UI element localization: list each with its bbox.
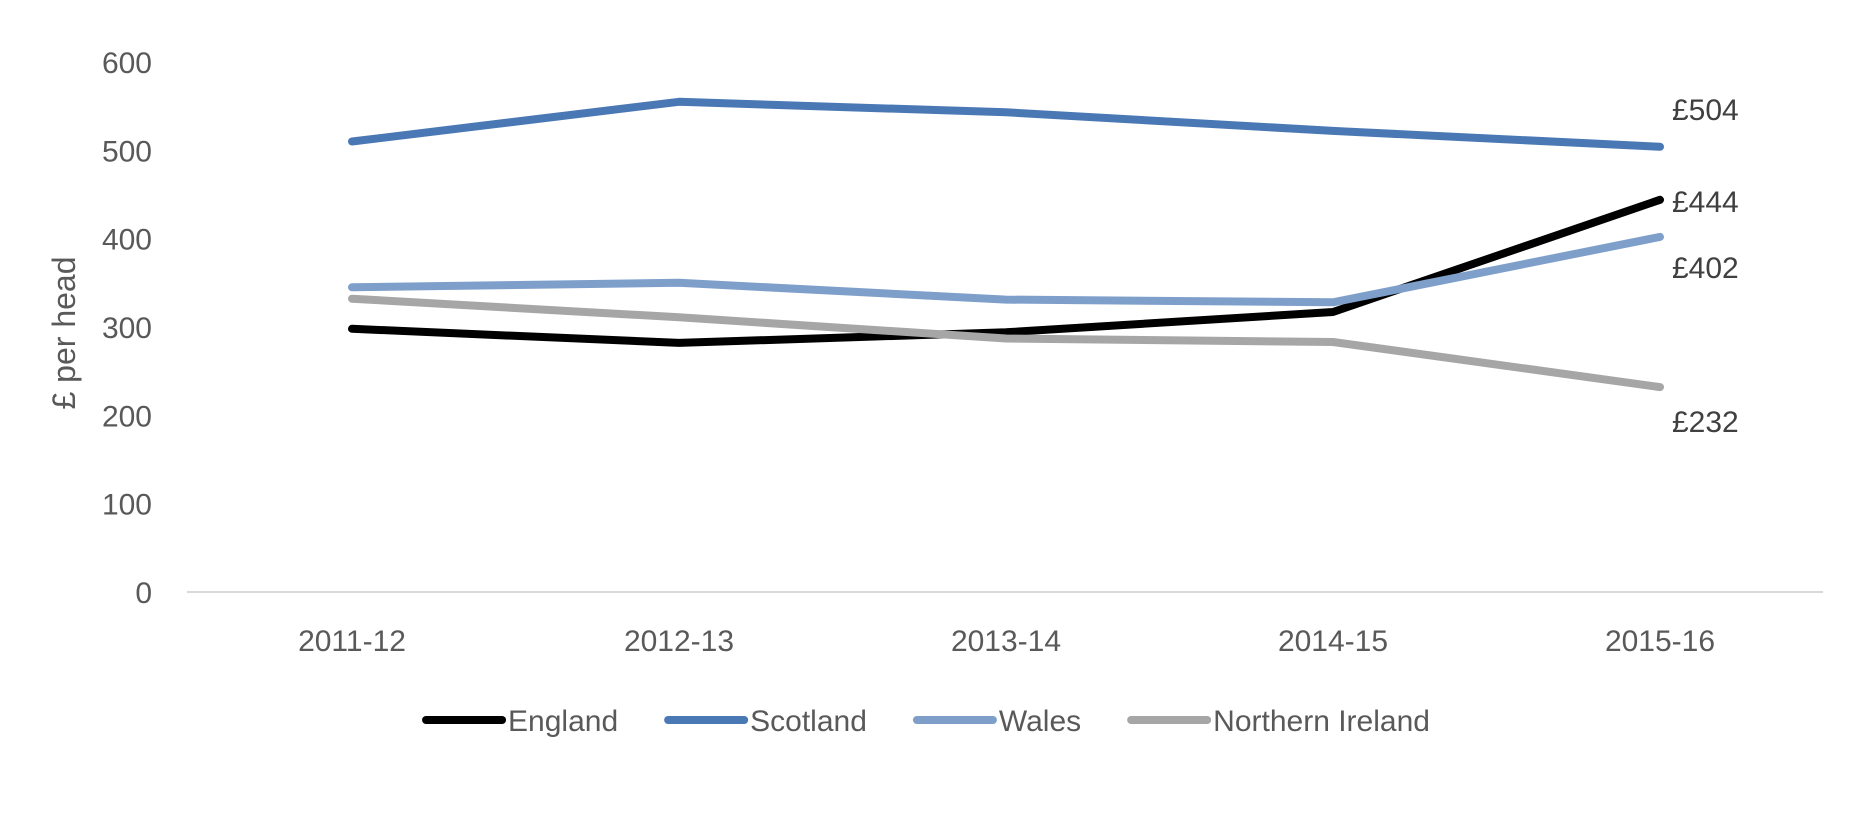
- x-tick-label: 2015-16: [1605, 625, 1715, 658]
- data-label-scotland: £504: [1672, 94, 1739, 127]
- x-axis-ticks: 2011-12 2012-13 2013-14 2014-15 2015-16: [298, 625, 1715, 658]
- y-tick-label: 500: [102, 135, 152, 168]
- y-tick-label: 400: [102, 224, 152, 257]
- legend-item-scotland: Scotland: [664, 705, 867, 738]
- series-line-northern-ireland: [348, 294, 1664, 392]
- series-line-scotland: [348, 97, 1664, 151]
- legend-label: Wales: [999, 705, 1081, 738]
- y-tick-label: 0: [135, 577, 152, 610]
- legend-item-england: England: [422, 705, 618, 738]
- series-line-england: [348, 195, 1664, 347]
- y-tick-label: 200: [102, 400, 152, 433]
- series-line-wales: [348, 232, 1664, 307]
- legend-label: Northern Ireland: [1213, 705, 1430, 738]
- legend-item-wales: Wales: [912, 705, 1081, 738]
- data-label-england: £444: [1672, 186, 1739, 219]
- series-lines: [348, 97, 1664, 392]
- data-label-northern-ireland: £232: [1672, 406, 1739, 439]
- x-tick-label: 2011-12: [298, 625, 406, 658]
- legend-item-northern-ireland: Northern Ireland: [1127, 705, 1430, 738]
- x-tick-label: 2014-15: [1278, 625, 1388, 658]
- legend-label: Scotland: [750, 705, 867, 738]
- y-tick-label: 100: [102, 489, 152, 522]
- legend-label: England: [508, 705, 618, 738]
- data-label-wales: £402: [1672, 252, 1739, 285]
- x-tick-label: 2013-14: [951, 625, 1061, 658]
- y-axis-ticks: 0 100 200 300 400 500 600: [102, 47, 152, 610]
- data-labels: £504 £444 £402 £232: [1672, 94, 1739, 439]
- legend: England Scotland Wales Northern Ireland: [422, 705, 1430, 738]
- y-tick-label: 300: [102, 312, 152, 345]
- x-tick-label: 2012-13: [624, 625, 734, 658]
- y-axis-title: £ per head: [46, 256, 82, 409]
- y-tick-label: 600: [102, 47, 152, 80]
